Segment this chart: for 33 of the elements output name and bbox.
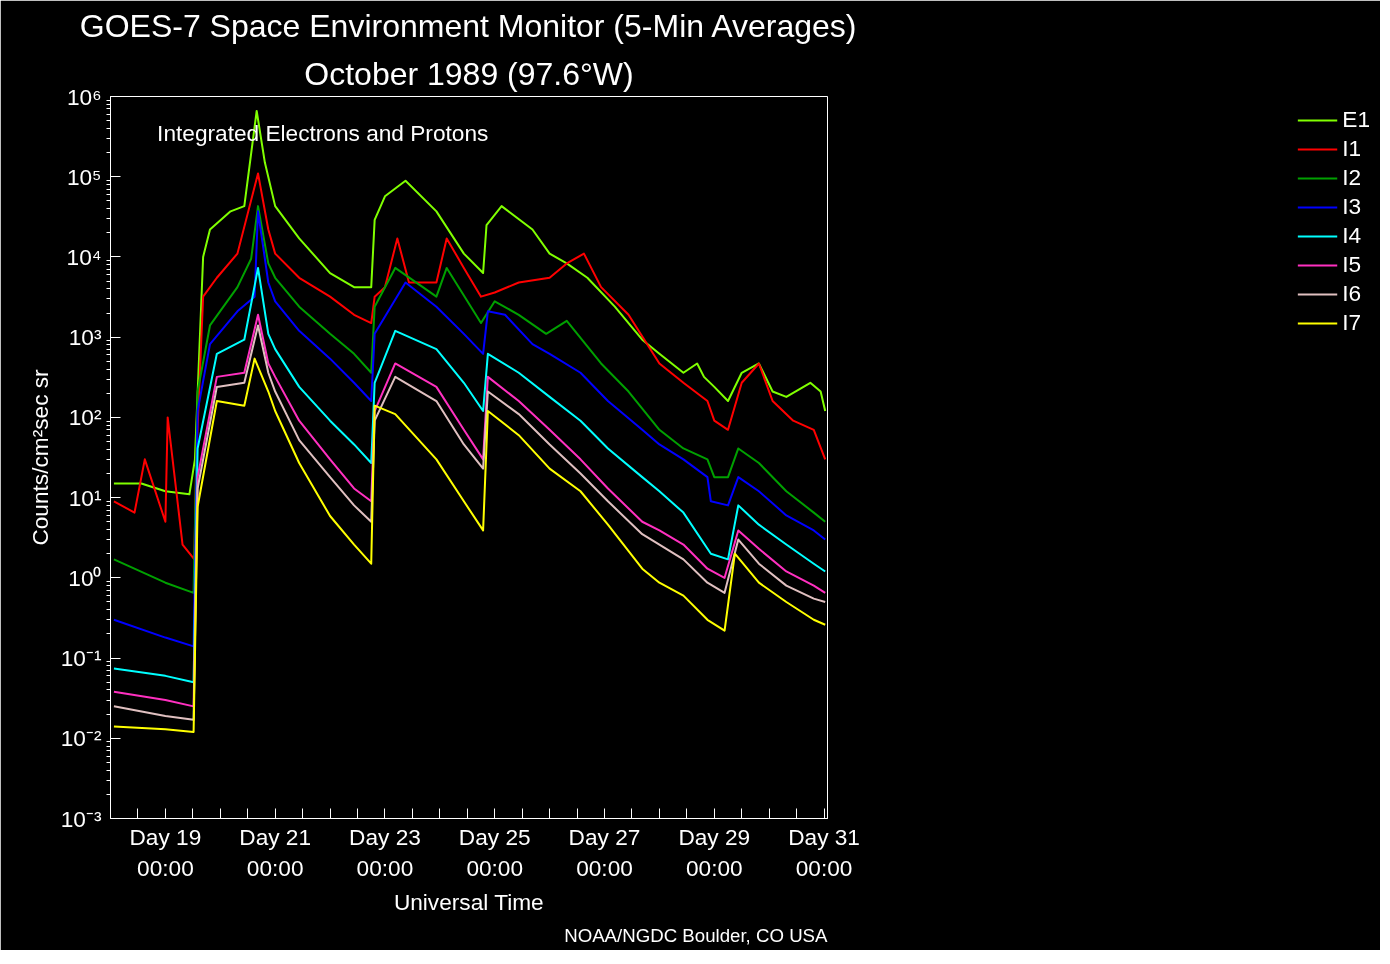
chart-title: GOES-7 Space Environment Monitor (5-Min Averages) — [79, 7, 857, 44]
x-axis-title: Universal Time — [393, 888, 544, 915]
y-tick-label: 10⁶ — [66, 83, 102, 110]
y-tick-label: 10⁻¹ — [60, 645, 102, 672]
x-tick-label: Day 23 00:00 — [349, 823, 421, 881]
chart-subtitle: October 1989 (97.6°W) — [304, 55, 634, 92]
y-tick-label: 10⁵ — [66, 163, 102, 190]
y-tick-label: 10⁰ — [68, 564, 102, 591]
legend-label: I1 — [1342, 135, 1363, 162]
x-tick-label: Day 19 00:00 — [129, 823, 202, 881]
y-tick-label: 10³ — [68, 324, 102, 351]
x-tick-label: Day 29 00:00 — [678, 823, 751, 881]
legend-label: I3 — [1342, 193, 1363, 220]
x-tick-label: Day 27 00:00 — [568, 823, 641, 881]
legend-label: I2 — [1342, 164, 1363, 191]
legend-label: I4 — [1342, 222, 1363, 249]
legend-label: E1 — [1342, 106, 1370, 133]
legend-label: I6 — [1342, 280, 1363, 307]
x-tick-label: Day 25 00:00 — [458, 823, 531, 881]
legend-label: I7 — [1342, 309, 1363, 336]
y-tick-label: 10² — [68, 404, 102, 431]
line-series — [112, 109, 827, 496]
y-tick-label: 10⁻² — [60, 725, 102, 752]
x-tick-label: Day 31 00:00 — [788, 823, 860, 881]
line-series — [112, 266, 827, 684]
y-tick-label: 10⁻³ — [60, 805, 102, 832]
line-series — [112, 172, 827, 561]
y-tick-label: 10⁴ — [66, 243, 102, 270]
y-tick-label: 10¹ — [68, 484, 102, 511]
y-axis-title: Counts/cm²sec sr — [26, 368, 53, 546]
legend-label: I5 — [1342, 251, 1363, 278]
x-tick-label: Day 21 00:00 — [239, 823, 312, 881]
text: NOAA/NGDC Boulder, CO USA — [564, 924, 829, 946]
